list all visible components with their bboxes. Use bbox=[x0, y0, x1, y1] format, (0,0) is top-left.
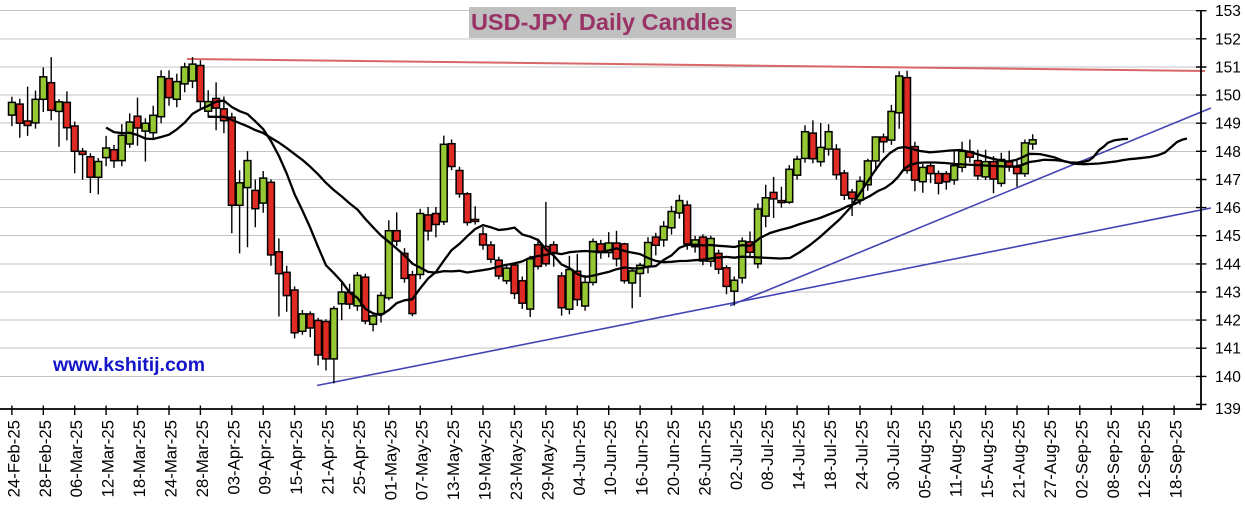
svg-text:08-Jul-25: 08-Jul-25 bbox=[758, 420, 777, 490]
svg-text:21-Apr-25: 21-Apr-25 bbox=[319, 420, 338, 495]
svg-text:25-Apr-25: 25-Apr-25 bbox=[350, 420, 369, 495]
svg-text:13-May-25: 13-May-25 bbox=[444, 420, 463, 500]
svg-text:14-Jul-25: 14-Jul-25 bbox=[790, 420, 809, 490]
svg-text:07-May-25: 07-May-25 bbox=[413, 420, 432, 500]
svg-text:149: 149 bbox=[1215, 116, 1241, 133]
svg-text:147: 147 bbox=[1215, 172, 1241, 189]
svg-text:140: 140 bbox=[1215, 369, 1241, 386]
svg-text:153: 153 bbox=[1215, 3, 1241, 20]
svg-text:16-Jun-25: 16-Jun-25 bbox=[633, 420, 652, 496]
svg-text:21-Aug-25: 21-Aug-25 bbox=[1010, 420, 1029, 498]
svg-text:144: 144 bbox=[1215, 256, 1241, 273]
svg-text:148: 148 bbox=[1215, 144, 1241, 161]
svg-text:141: 141 bbox=[1215, 341, 1241, 358]
svg-text:30-Jul-25: 30-Jul-25 bbox=[884, 420, 903, 490]
svg-text:18-Sep-25: 18-Sep-25 bbox=[1167, 420, 1186, 498]
svg-text:15-Aug-25: 15-Aug-25 bbox=[978, 420, 997, 498]
svg-text:18-Jul-25: 18-Jul-25 bbox=[821, 420, 840, 490]
svg-text:09-Apr-25: 09-Apr-25 bbox=[256, 420, 275, 495]
svg-text:28-Feb-25: 28-Feb-25 bbox=[36, 420, 55, 497]
svg-text:29-May-25: 29-May-25 bbox=[538, 420, 557, 500]
svg-text:20-Jun-25: 20-Jun-25 bbox=[664, 420, 683, 496]
svg-text:145: 145 bbox=[1215, 228, 1241, 245]
svg-text:02-Sep-25: 02-Sep-25 bbox=[1072, 420, 1091, 498]
svg-text:24-Jul-25: 24-Jul-25 bbox=[853, 420, 872, 490]
svg-text:03-Apr-25: 03-Apr-25 bbox=[224, 420, 243, 495]
svg-text:139: 139 bbox=[1215, 401, 1241, 418]
svg-text:08-Sep-25: 08-Sep-25 bbox=[1104, 420, 1123, 498]
svg-text:05-Aug-25: 05-Aug-25 bbox=[915, 420, 934, 498]
svg-text:12-Sep-25: 12-Sep-25 bbox=[1135, 420, 1154, 498]
svg-text:10-Jun-25: 10-Jun-25 bbox=[601, 420, 620, 496]
svg-text:02-Jul-25: 02-Jul-25 bbox=[727, 420, 746, 490]
svg-text:19-May-25: 19-May-25 bbox=[476, 420, 495, 500]
svg-text:24-Feb-25: 24-Feb-25 bbox=[4, 420, 23, 497]
svg-text:15-Apr-25: 15-Apr-25 bbox=[287, 420, 306, 495]
svg-text:01-May-25: 01-May-25 bbox=[381, 420, 400, 500]
svg-text:26-Jun-25: 26-Jun-25 bbox=[695, 420, 714, 496]
svg-text:28-Mar-25: 28-Mar-25 bbox=[193, 420, 212, 497]
svg-text:152: 152 bbox=[1215, 31, 1241, 48]
svg-text:146: 146 bbox=[1215, 200, 1241, 217]
svg-text:27-Aug-25: 27-Aug-25 bbox=[1041, 420, 1060, 498]
svg-text:11-Aug-25: 11-Aug-25 bbox=[947, 420, 966, 497]
svg-text:23-May-25: 23-May-25 bbox=[507, 420, 526, 500]
svg-text:www.kshitij.com: www.kshitij.com bbox=[52, 354, 205, 376]
svg-text:12-Mar-25: 12-Mar-25 bbox=[99, 420, 118, 497]
svg-text:06-Mar-25: 06-Mar-25 bbox=[67, 420, 86, 497]
svg-text:USD-JPY Daily Candles: USD-JPY Daily Candles bbox=[471, 9, 733, 35]
svg-text:142: 142 bbox=[1215, 313, 1241, 330]
svg-text:150: 150 bbox=[1215, 88, 1241, 105]
svg-text:24-Mar-25: 24-Mar-25 bbox=[162, 420, 181, 497]
svg-text:143: 143 bbox=[1215, 285, 1241, 302]
svg-text:151: 151 bbox=[1215, 60, 1241, 77]
svg-text:04-Jun-25: 04-Jun-25 bbox=[570, 420, 589, 496]
svg-text:18-Mar-25: 18-Mar-25 bbox=[130, 420, 149, 497]
